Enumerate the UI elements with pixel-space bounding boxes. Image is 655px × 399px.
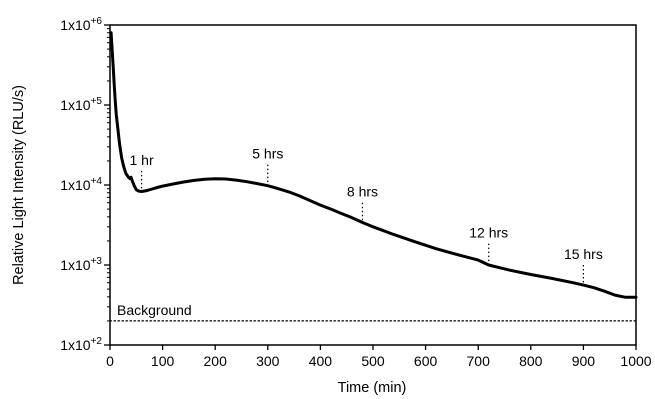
time-marker-label: 5 hrs — [252, 146, 283, 162]
x-tick-label: 100 — [151, 353, 175, 369]
x-tick-label: 1000 — [620, 353, 651, 369]
y-tick-label: 1x10+5 — [60, 96, 102, 113]
time-marker-label: 1 hr — [129, 152, 153, 168]
x-tick-label: 600 — [414, 353, 438, 369]
y-tick-label: 1x10+6 — [60, 16, 102, 33]
time-marker-label: 15 hrs — [564, 246, 603, 262]
series-layer: Background — [109, 31, 638, 322]
y-axis-title: Relative Light Intensity (RLU/s) — [11, 85, 27, 285]
x-tick-label: 400 — [309, 353, 333, 369]
y-tick-label: 1x10+4 — [60, 176, 102, 193]
x-tick-label: 900 — [572, 353, 596, 369]
annotations: 1 hr 5 hrs 8 hrs 12 hrs 15 hrs — [129, 146, 603, 286]
time-marker-label: 12 hrs — [469, 225, 508, 241]
x-tick-label: 700 — [467, 353, 491, 369]
decay-curve — [109, 31, 638, 299]
time-marker-label: 8 hrs — [347, 184, 378, 200]
y-tick-label: 1x10+3 — [60, 256, 102, 273]
x-tick-label: 200 — [204, 353, 228, 369]
x-tick-label: 800 — [519, 353, 543, 369]
x-tick-label: 500 — [361, 353, 385, 369]
x-tick-label: 300 — [256, 353, 280, 369]
ticks: 0 100 200 300 400 500 600 700 800 900 1000 1x10+2 1x… — [60, 16, 652, 369]
background-label: Background — [117, 302, 192, 318]
y-tick-label: 1x10+2 — [60, 336, 102, 353]
x-tick-label: 0 — [106, 353, 114, 369]
x-axis-title: Time (min) — [338, 380, 407, 396]
